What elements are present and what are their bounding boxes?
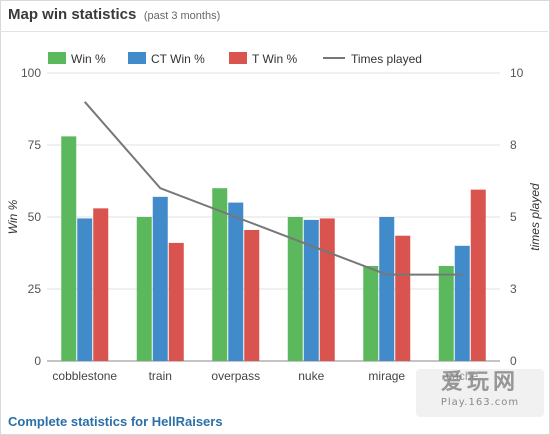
- complete-statistics-link[interactable]: Complete statistics for HellRaisers: [8, 414, 223, 429]
- x-tick-label: mirage: [368, 369, 405, 383]
- times-played-polyline: [83, 101, 463, 276]
- watermark-logo: 爱玩网: [440, 370, 519, 395]
- map-win-chart: Win % CT Win % T Win % Times played 0255075…: [6, 52, 542, 383]
- bar: [212, 188, 228, 361]
- legend-label: CT Win %: [151, 52, 205, 66]
- legend-label: T Win %: [252, 52, 297, 66]
- site-watermark: 爱玩网 Play.163.com: [416, 369, 544, 417]
- bar: [77, 218, 93, 361]
- y-tick-label: 25: [28, 282, 42, 296]
- bar: [438, 265, 454, 361]
- page-subtitle: (past 3 months): [143, 10, 221, 22]
- x-tick-label: cobblestone: [52, 369, 117, 383]
- x-tick-label: nuke: [298, 369, 324, 383]
- y-tick-label: 50: [28, 210, 42, 224]
- header-divider: [0, 31, 548, 32]
- y2-tick-label: 0: [510, 354, 517, 368]
- bar: [136, 217, 152, 361]
- chart-bars: [61, 136, 486, 361]
- y-tick-label: 0: [34, 354, 41, 368]
- bar: [303, 219, 319, 361]
- y2-tick-label: 3: [510, 282, 517, 296]
- y-tick-label: 75: [28, 138, 42, 152]
- chart-legend[interactable]: Win % CT Win % T Win % Times played: [48, 52, 422, 66]
- page-title: Map win statistics: [8, 6, 137, 23]
- bar: [454, 245, 470, 361]
- panel-header: Map win statistics (past 3 months): [8, 6, 220, 24]
- times-played-line: [83, 101, 463, 276]
- y2-tick-label: 10: [510, 66, 524, 80]
- y-axis-title: Win %: [6, 199, 20, 234]
- y2-tick-label: 5: [510, 210, 517, 224]
- bar: [168, 242, 184, 361]
- bar: [61, 136, 77, 361]
- legend-label: Win %: [71, 52, 106, 66]
- legend-swatch: [128, 52, 146, 64]
- bar: [319, 218, 335, 361]
- y2-tick-label: 8: [510, 138, 517, 152]
- bar: [152, 196, 168, 361]
- bar: [470, 189, 486, 361]
- legend-swatch: [229, 52, 247, 64]
- bar: [228, 202, 244, 361]
- bar: [244, 229, 260, 361]
- bar: [395, 235, 411, 361]
- x-tick-label: overpass: [211, 369, 260, 383]
- watermark-url: Play.163.com: [440, 397, 520, 408]
- bar: [379, 217, 395, 361]
- x-tick-label: train: [149, 369, 172, 383]
- bar: [287, 217, 303, 361]
- y-tick-label: 100: [21, 66, 41, 80]
- legend-label: Times played: [351, 52, 422, 66]
- legend-swatch: [48, 52, 66, 64]
- chart-grid: [47, 72, 500, 362]
- y2-axis-title: times played: [528, 183, 542, 251]
- bar: [363, 265, 379, 361]
- bar: [93, 208, 109, 361]
- chart-axes: 0 25 50 75 100 0 3 5 8 10 Win % times played cobbles…: [6, 66, 542, 383]
